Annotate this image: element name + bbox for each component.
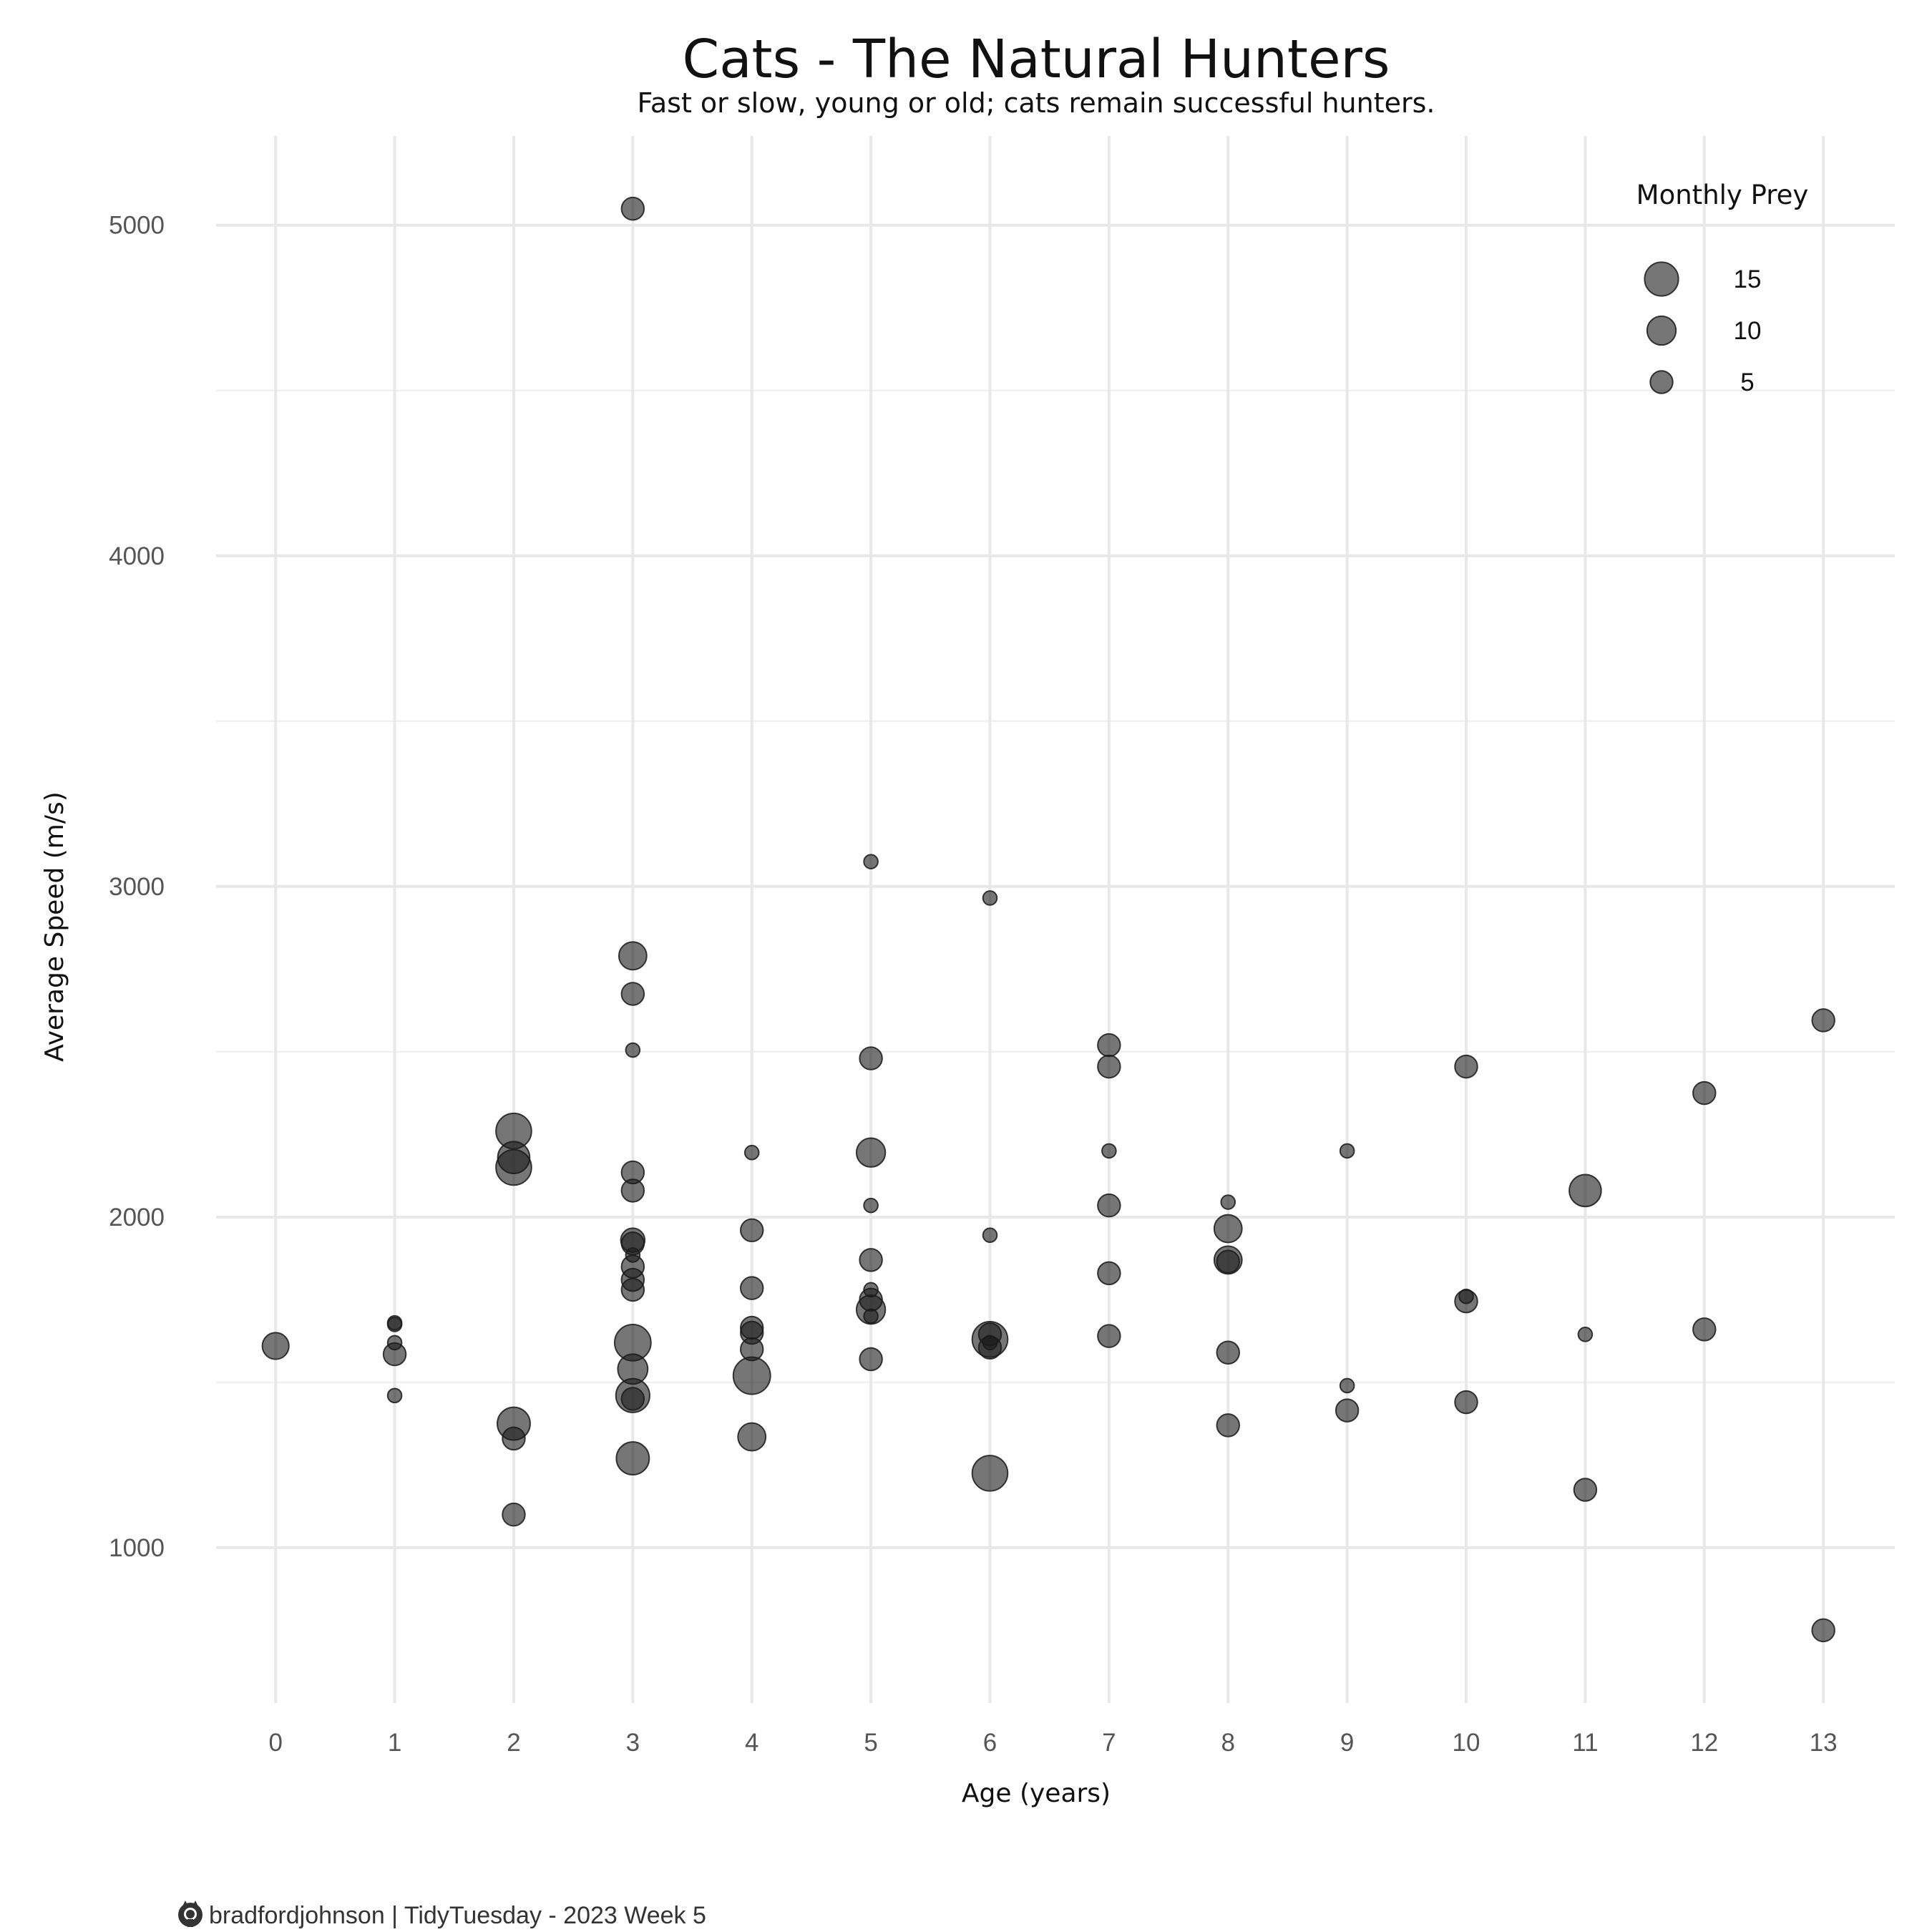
data-point — [1335, 1398, 1360, 1423]
data-point — [732, 1356, 771, 1395]
data-point — [982, 890, 998, 906]
data-point — [863, 854, 879, 869]
data-point — [1458, 1288, 1474, 1304]
y-tick-label: 3000 — [109, 873, 165, 901]
legend-size-key — [1644, 261, 1679, 297]
data-point — [1573, 1478, 1598, 1502]
x-axis-ticks: 0 1 2 3 4 5 6 7 8 9 10 11 12 13 — [268, 1729, 1837, 1757]
x-tick-label: 13 — [1810, 1729, 1838, 1757]
data-point — [1692, 1317, 1717, 1342]
data-point — [618, 941, 648, 971]
data-point — [859, 1347, 883, 1372]
data-point — [1220, 1194, 1236, 1210]
data-point — [502, 1426, 526, 1451]
legend-size-key — [1649, 370, 1674, 394]
y-tick-label: 1000 — [109, 1534, 165, 1562]
legend-size-key — [1646, 315, 1677, 346]
data-point — [1097, 1261, 1121, 1286]
legend-items: 15 10 5 — [1644, 261, 1762, 396]
data-point — [620, 196, 645, 221]
data-point — [1811, 1618, 1835, 1643]
x-tick-label: 5 — [864, 1729, 877, 1757]
data-point — [737, 1422, 767, 1452]
data-point — [1097, 1324, 1121, 1348]
data-point — [1216, 1340, 1240, 1365]
x-tick-label: 6 — [983, 1729, 997, 1757]
data-point — [855, 1137, 887, 1168]
data-point — [863, 1282, 879, 1298]
legend-label: 5 — [1740, 369, 1754, 396]
data-point — [1568, 1174, 1602, 1208]
x-tick-label: 8 — [1221, 1729, 1235, 1757]
data-point — [863, 1308, 879, 1324]
x-tick-label: 12 — [1690, 1729, 1718, 1757]
x-tick-label: 4 — [745, 1729, 758, 1757]
data-point — [863, 1197, 879, 1214]
data-point — [1101, 1143, 1117, 1159]
data-point — [1454, 1390, 1478, 1415]
size-legend: Monthly Prey 15 10 5 — [1636, 180, 1809, 396]
data-point — [1811, 1008, 1835, 1033]
data-point — [971, 1455, 1009, 1492]
data-points — [261, 196, 1835, 1643]
y-tick-label: 5000 — [109, 212, 165, 240]
data-point — [1692, 1080, 1717, 1106]
data-point — [502, 1502, 526, 1527]
y-tick-label: 2000 — [109, 1204, 165, 1231]
x-tick-label: 2 — [507, 1729, 520, 1757]
legend-title: Monthly Prey — [1636, 180, 1809, 210]
data-point — [497, 1141, 531, 1174]
x-tick-label: 7 — [1102, 1729, 1116, 1757]
data-point — [1097, 1193, 1121, 1218]
data-point — [859, 1248, 883, 1272]
data-point — [1577, 1327, 1594, 1342]
data-point — [1097, 1033, 1121, 1058]
data-point — [620, 1179, 645, 1203]
data-point — [625, 1042, 641, 1058]
data-point — [739, 1218, 764, 1243]
data-point — [1339, 1377, 1355, 1394]
data-point — [386, 1335, 403, 1351]
data-point — [739, 1276, 764, 1300]
y-tick-label: 4000 — [109, 542, 165, 570]
x-axis-label: Age (years) — [962, 1779, 1111, 1808]
legend-label: 15 — [1734, 265, 1762, 293]
data-point — [1213, 1214, 1243, 1244]
data-point — [386, 1317, 403, 1332]
y-axis-ticks: 1000 2000 3000 4000 5000 — [109, 212, 165, 1562]
data-point — [859, 1046, 883, 1070]
chart-subtitle: Fast or slow, young or old; cats remain … — [637, 87, 1435, 119]
data-point — [620, 1277, 645, 1302]
caption-text: bradfordjohnson | TidyTuesday - 2023 Wee… — [209, 1902, 706, 1929]
x-tick-label: 10 — [1453, 1729, 1480, 1757]
x-tick-label: 9 — [1340, 1729, 1354, 1757]
data-point — [743, 1144, 760, 1161]
caption: bradfordjohnson | TidyTuesday - 2023 Wee… — [178, 1901, 706, 1929]
x-tick-label: 11 — [1572, 1729, 1598, 1757]
y-axis-label: Average Speed (m/s) — [40, 791, 69, 1062]
data-point — [615, 1441, 650, 1476]
data-point — [386, 1387, 403, 1404]
data-point — [1216, 1413, 1240, 1438]
data-point — [1216, 1249, 1240, 1274]
x-tick-label: 3 — [626, 1729, 640, 1757]
x-tick-label: 1 — [388, 1729, 401, 1757]
data-point — [620, 982, 645, 1006]
data-point — [982, 1335, 998, 1351]
x-tick-label: 0 — [268, 1729, 282, 1757]
data-point — [1339, 1143, 1355, 1159]
github-icon — [178, 1901, 203, 1927]
data-point — [1097, 1054, 1121, 1079]
data-point — [625, 1247, 641, 1263]
chart-title: Cats - The Natural Hunters — [683, 29, 1390, 90]
data-point — [620, 1387, 645, 1411]
data-point — [261, 1332, 290, 1360]
data-point — [739, 1337, 764, 1362]
legend-label: 10 — [1734, 317, 1762, 345]
data-point — [982, 1227, 998, 1244]
data-point — [617, 1353, 649, 1385]
data-point — [1454, 1054, 1478, 1079]
